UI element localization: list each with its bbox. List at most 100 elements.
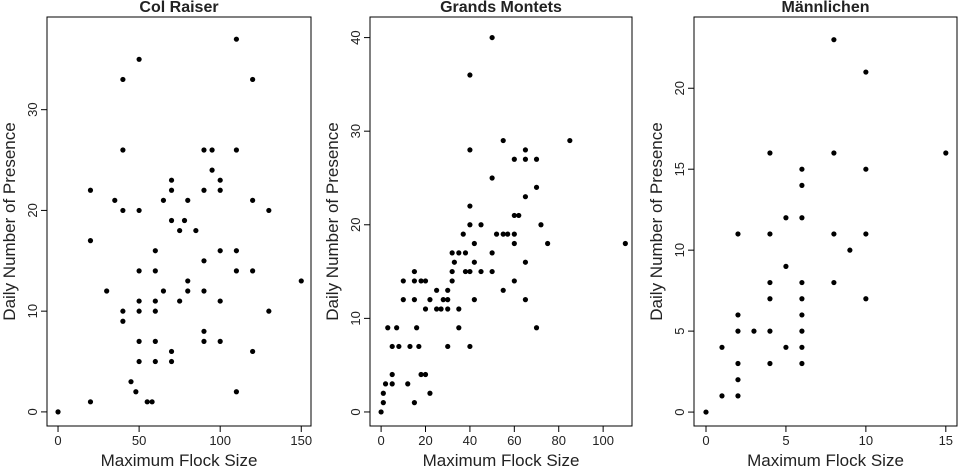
point (863, 166, 869, 172)
y-tick-label: 40 (348, 30, 363, 44)
point (735, 312, 741, 318)
point (185, 288, 191, 294)
point (136, 56, 142, 62)
point (533, 184, 540, 190)
x-tick-label: 0 (377, 433, 384, 448)
point (400, 278, 406, 284)
point (389, 343, 395, 350)
point (152, 338, 158, 344)
point (120, 76, 126, 83)
point (168, 217, 175, 224)
x-tick-label: 60 (507, 433, 521, 448)
panel-title: Männlichen (781, 0, 869, 16)
y-tick-label: 15 (672, 162, 687, 176)
point (478, 268, 484, 275)
point (185, 197, 191, 203)
point (460, 231, 466, 237)
point (104, 288, 110, 294)
point (471, 240, 477, 247)
point (445, 306, 451, 312)
y-axis-label: Daily Number of Presence (323, 122, 342, 320)
point (467, 343, 473, 350)
point (438, 306, 444, 312)
point (168, 358, 175, 365)
y-tick-label: 20 (348, 218, 363, 232)
point (266, 308, 272, 314)
x-tick-label: 0 (54, 433, 61, 448)
x-axis-label: Maximum Flock Size (423, 451, 580, 470)
point (831, 150, 837, 156)
point (427, 390, 433, 396)
point (120, 147, 126, 153)
x-tick-label: 40 (463, 433, 477, 448)
point (201, 187, 207, 193)
point (943, 150, 949, 156)
point (516, 212, 522, 219)
panel-title: Grands Montets (440, 0, 562, 16)
point (405, 381, 411, 387)
point (201, 338, 207, 344)
point (201, 258, 207, 264)
point (136, 268, 142, 274)
y-tick-label: 0 (348, 408, 363, 415)
point (522, 259, 529, 265)
point (250, 268, 256, 274)
y-tick-label: 5 (672, 328, 687, 335)
point (380, 400, 386, 406)
point (511, 156, 517, 162)
point (217, 298, 223, 304)
x-tick-label: 50 (132, 433, 146, 448)
point (799, 279, 805, 286)
point (209, 147, 215, 153)
point (233, 147, 240, 153)
point (767, 279, 773, 286)
point (831, 231, 837, 237)
point (120, 308, 126, 314)
point (493, 231, 500, 237)
point (434, 306, 440, 312)
point (767, 360, 773, 367)
point (209, 167, 215, 173)
point (55, 409, 61, 415)
point (449, 250, 455, 256)
point (500, 137, 506, 144)
x-tick-label: 5 (782, 433, 789, 448)
point (567, 137, 573, 144)
point (489, 268, 495, 275)
point (511, 212, 517, 219)
point (389, 371, 395, 378)
point (250, 76, 256, 83)
point (533, 156, 540, 162)
point (144, 399, 150, 405)
point (400, 297, 406, 303)
point (767, 150, 773, 156)
plot-frame (693, 16, 958, 427)
x-tick-label: 10 (859, 433, 873, 448)
point (799, 182, 805, 188)
point (471, 259, 477, 265)
point (120, 318, 126, 324)
point (411, 278, 418, 284)
plot-frame (369, 16, 633, 427)
x-axis-label: Maximum Flock Size (101, 451, 258, 470)
point (396, 343, 402, 350)
point (217, 187, 223, 193)
point (799, 312, 805, 318)
point (181, 217, 188, 224)
point (298, 278, 304, 284)
point (414, 325, 420, 331)
point (422, 306, 429, 312)
point (847, 247, 853, 253)
point (799, 215, 805, 221)
point (799, 360, 805, 367)
point (500, 231, 506, 237)
point (422, 371, 429, 378)
x-tick-label: 80 (551, 433, 565, 448)
point (489, 250, 495, 256)
point (87, 399, 94, 405)
point (735, 377, 741, 383)
point (136, 358, 142, 365)
y-tick-label: 20 (672, 81, 687, 95)
y-axis-label: Daily Number of Presence (647, 122, 666, 320)
